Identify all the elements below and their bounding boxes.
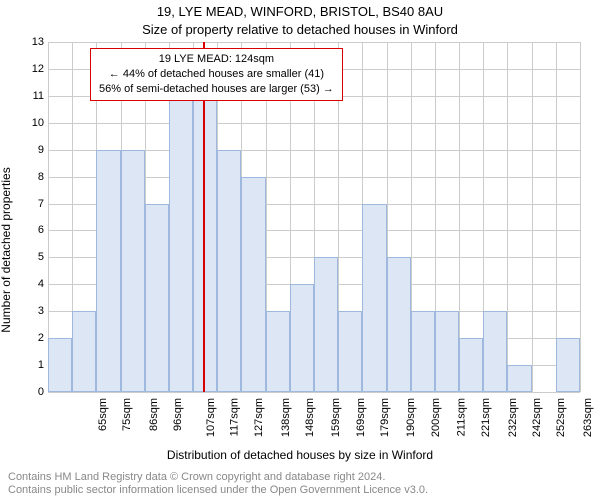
page-title-line2: Size of property relative to detached ho… [0,22,600,37]
histogram-bar [411,311,435,392]
footer-line: Contains public sector information licen… [8,484,428,498]
y-tick-label: 0 [14,386,44,398]
histogram-bar [121,150,145,392]
y-tick-label: 13 [14,36,44,48]
x-tick-label: 179sqm [379,398,391,437]
y-tick-label: 11 [14,90,44,102]
histogram-bar [145,204,169,392]
histogram-bar [362,204,386,392]
info-line: ← 44% of detached houses are smaller (41… [99,67,334,82]
x-tick-label: 232sqm [507,398,519,437]
y-tick-label: 1 [14,359,44,371]
y-tick-label: 2 [14,332,44,344]
x-tick-label: 148sqm [304,398,316,437]
histogram-bar [314,257,338,392]
page-title-line1: 19, LYE MEAD, WINFORD, BRISTOL, BS40 8AU [0,4,600,19]
gridline-vertical [507,42,508,392]
histogram-bar [217,150,241,392]
x-tick-label: 117sqm [228,398,240,436]
y-tick-label: 3 [14,305,44,317]
x-tick-label: 221sqm [480,398,492,437]
y-tick-label: 6 [14,224,44,236]
histogram-bar [72,311,96,392]
y-tick-label: 4 [14,278,44,290]
x-axis-label: Distribution of detached houses by size … [0,448,600,462]
x-tick-label: 107sqm [205,398,217,437]
histogram-bar [96,150,120,392]
footer-attribution: Contains HM Land Registry data © Crown c… [8,471,428,499]
x-tick-label: 242sqm [531,398,543,437]
x-tick-label: 263sqm [582,398,594,437]
gridline-vertical [532,42,533,392]
histogram-bar [290,284,314,392]
histogram-bar [266,311,290,392]
y-tick-label: 12 [14,63,44,75]
x-tick-label: 75sqm [121,398,133,431]
histogram-bar [387,257,411,392]
histogram-bar [241,177,265,392]
x-tick-label: 169sqm [355,398,367,437]
marker-info-box: 19 LYE MEAD: 124sqm ← 44% of detached ho… [90,48,343,101]
x-tick-label: 211sqm [455,398,467,436]
x-tick-label: 200sqm [430,398,442,437]
info-line: 19 LYE MEAD: 124sqm [99,52,334,67]
x-tick-label: 252sqm [555,398,567,437]
histogram-bar [556,338,580,392]
x-tick-label: 138sqm [280,398,292,437]
histogram-bar [169,96,193,392]
x-tick-label: 65sqm [97,398,109,431]
x-tick-label: 159sqm [331,398,343,437]
footer-line: Contains HM Land Registry data © Crown c… [8,471,428,485]
histogram-bar [459,338,483,392]
histogram-bar [507,365,531,392]
y-tick-label: 10 [14,117,44,129]
y-tick-label: 5 [14,251,44,263]
histogram-bar [483,311,507,392]
histogram-bar [435,311,459,392]
y-tick-label: 8 [14,171,44,183]
x-tick-label: 96sqm [172,398,184,431]
histogram-bar [48,338,72,392]
histogram-bar [338,311,362,392]
y-tick-label: 9 [14,144,44,156]
gridline-vertical [580,42,581,392]
gridline-horizontal [48,392,580,393]
info-line: 56% of semi-detached houses are larger (… [99,82,334,97]
y-axis-label: Number of detached properties [0,167,13,332]
y-tick-label: 7 [14,198,44,210]
histogram-bar [193,96,217,392]
x-tick-label: 86sqm [148,398,160,431]
x-tick-label: 190sqm [406,398,418,437]
x-tick-label: 127sqm [253,398,265,437]
